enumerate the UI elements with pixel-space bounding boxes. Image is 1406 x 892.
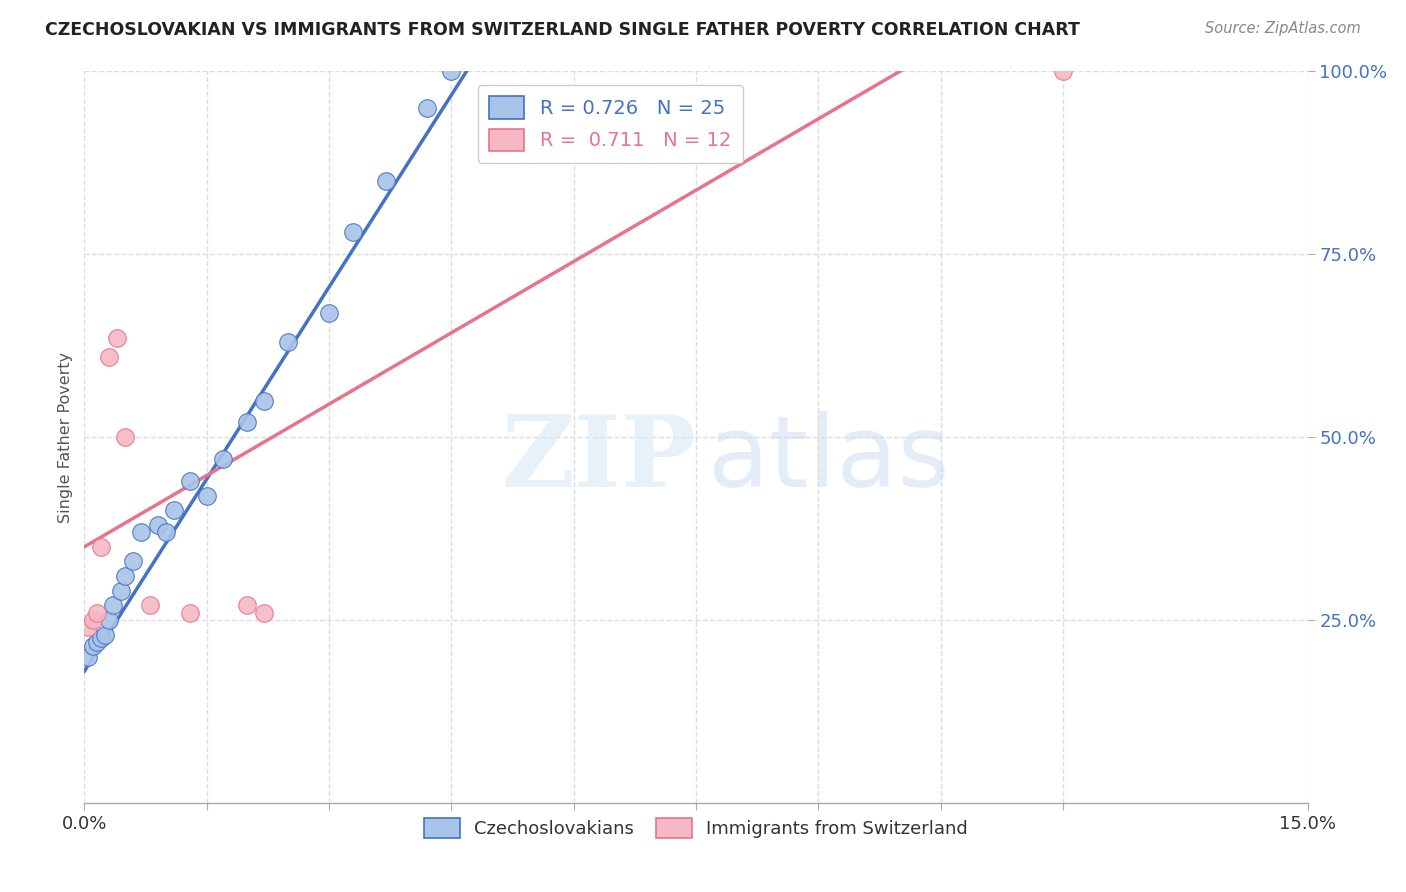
Point: [375, 174, 398, 188]
Point: [110, 583, 132, 598]
Point: [93, 627, 115, 641]
Point: [1052, 64, 1074, 78]
Point: [114, 569, 136, 583]
Point: [90, 632, 112, 646]
Point: [163, 503, 186, 517]
Point: [82, 613, 104, 627]
Point: [77, 620, 100, 634]
Point: [253, 393, 276, 408]
Point: [236, 599, 259, 613]
Text: Source: ZipAtlas.com: Source: ZipAtlas.com: [1205, 21, 1361, 36]
Point: [155, 525, 177, 540]
Point: [131, 525, 153, 540]
Y-axis label: Single Father Poverty: Single Father Poverty: [58, 351, 73, 523]
Point: [97, 613, 120, 627]
Point: [105, 331, 128, 345]
Text: CZECHOSLOVAKIAN VS IMMIGRANTS FROM SWITZERLAND SINGLE FATHER POVERTY CORRELATION: CZECHOSLOVAKIAN VS IMMIGRANTS FROM SWITZ…: [45, 21, 1080, 38]
Point: [277, 334, 299, 349]
Point: [318, 306, 340, 320]
Point: [114, 430, 136, 444]
Point: [122, 554, 145, 568]
Text: atlas: atlas: [709, 410, 950, 508]
Point: [90, 540, 112, 554]
Point: [416, 101, 439, 115]
Point: [236, 416, 259, 430]
Point: [138, 599, 160, 613]
Point: [440, 64, 463, 78]
Point: [86, 635, 108, 649]
Point: [146, 517, 169, 532]
Point: [342, 225, 364, 239]
Point: [86, 606, 108, 620]
Point: [97, 350, 120, 364]
Legend: Czechoslovakians, Immigrants from Switzerland: Czechoslovakians, Immigrants from Switze…: [416, 811, 976, 845]
Point: [77, 649, 100, 664]
Point: [82, 639, 104, 653]
Point: [195, 489, 218, 503]
Point: [179, 474, 201, 488]
Text: ZIP: ZIP: [501, 410, 696, 508]
Point: [179, 606, 201, 620]
Point: [212, 452, 235, 467]
Point: [253, 606, 276, 620]
Point: [101, 599, 124, 613]
